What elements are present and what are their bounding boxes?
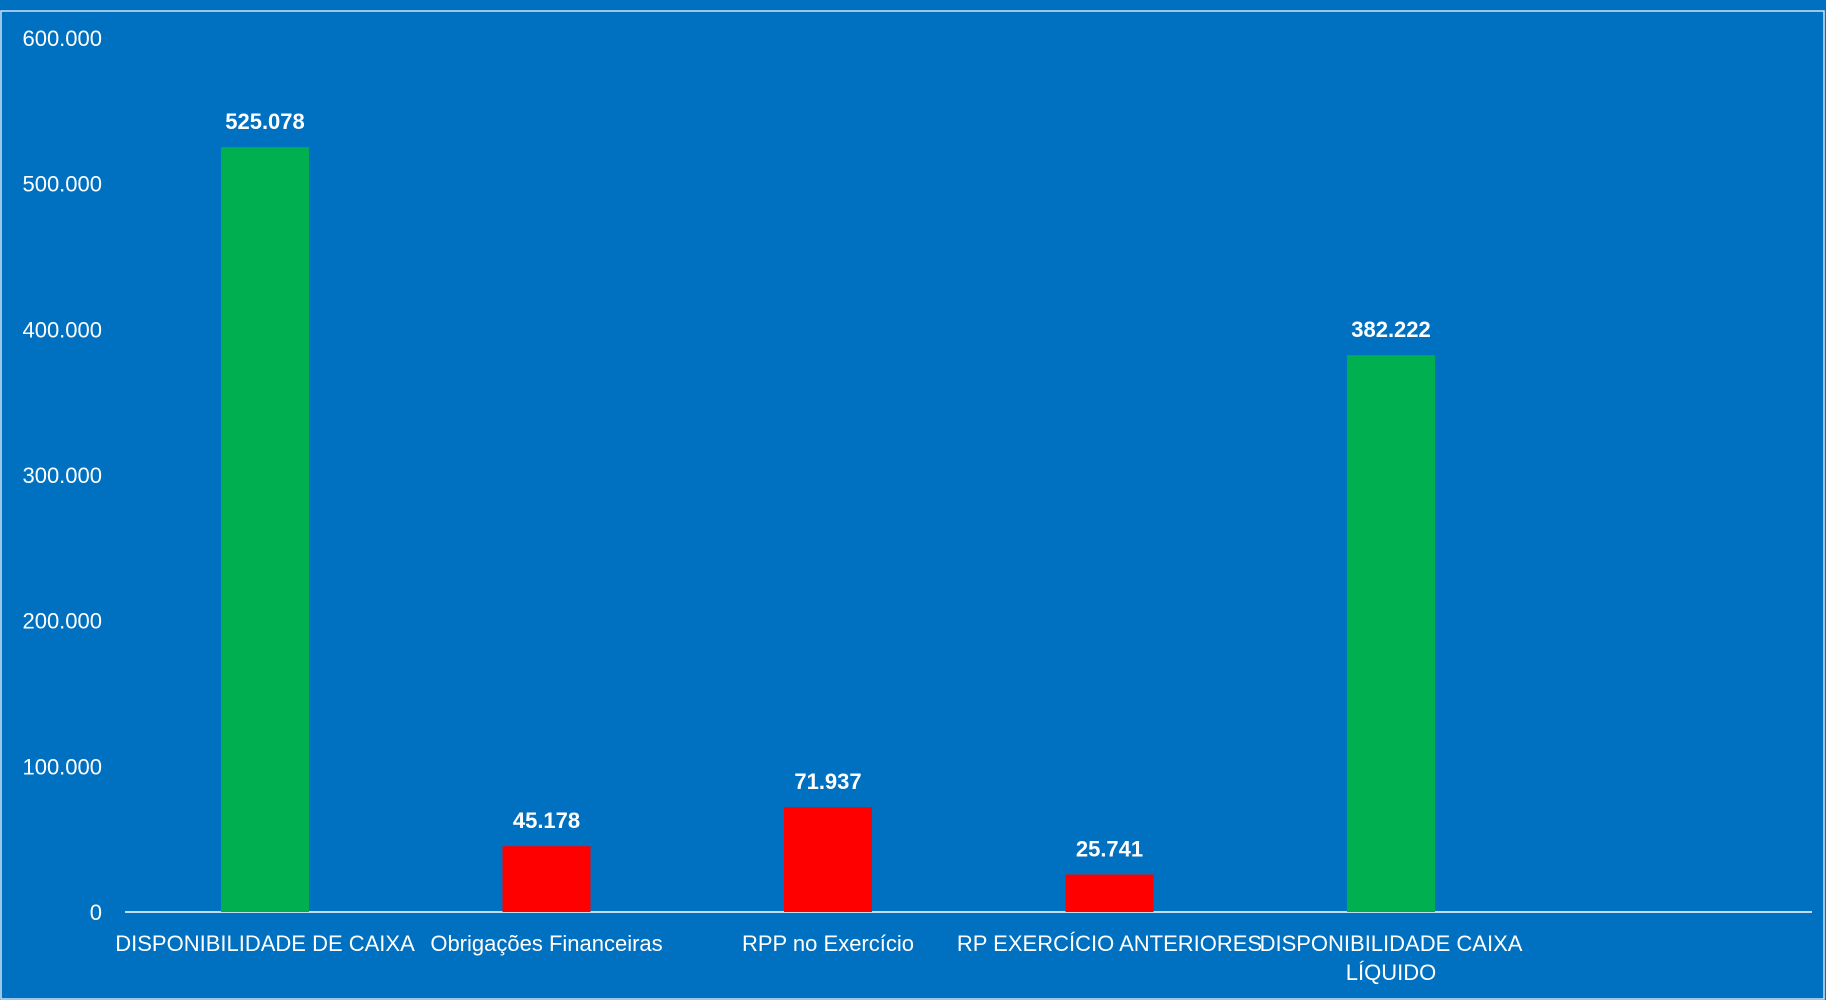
category-label: Obrigações Financeiras	[430, 931, 662, 956]
y-tick-label: 500.000	[22, 172, 102, 197]
y-tick-label: 0	[90, 900, 102, 925]
bar	[1347, 355, 1435, 912]
data-label: 525.078	[225, 109, 305, 134]
bar	[1065, 874, 1154, 912]
bar	[502, 846, 591, 912]
category-label: RP EXERCÍCIO ANTERIORES	[957, 931, 1262, 956]
data-label: 25.741	[1076, 837, 1143, 862]
category-label: RPP no Exercício	[742, 931, 914, 956]
y-tick-label: 200.000	[22, 609, 102, 634]
bar	[221, 147, 309, 913]
category-label: LÍQUIDO	[1346, 960, 1436, 985]
category-label: DISPONIBILIDADE DE CAIXA	[115, 931, 415, 956]
chart-border	[0, 10, 1825, 1000]
y-tick-label: 600.000	[22, 26, 102, 51]
y-tick-label: 300.000	[22, 463, 102, 488]
data-label: 71.937	[794, 769, 861, 794]
category-label: DISPONIBILIDADE CAIXA	[1260, 931, 1523, 956]
y-tick-label: 400.000	[22, 317, 102, 342]
data-label: 382.222	[1351, 317, 1431, 342]
bar	[784, 807, 872, 912]
data-label: 45.178	[513, 808, 580, 833]
y-tick-label: 100.000	[22, 754, 102, 779]
